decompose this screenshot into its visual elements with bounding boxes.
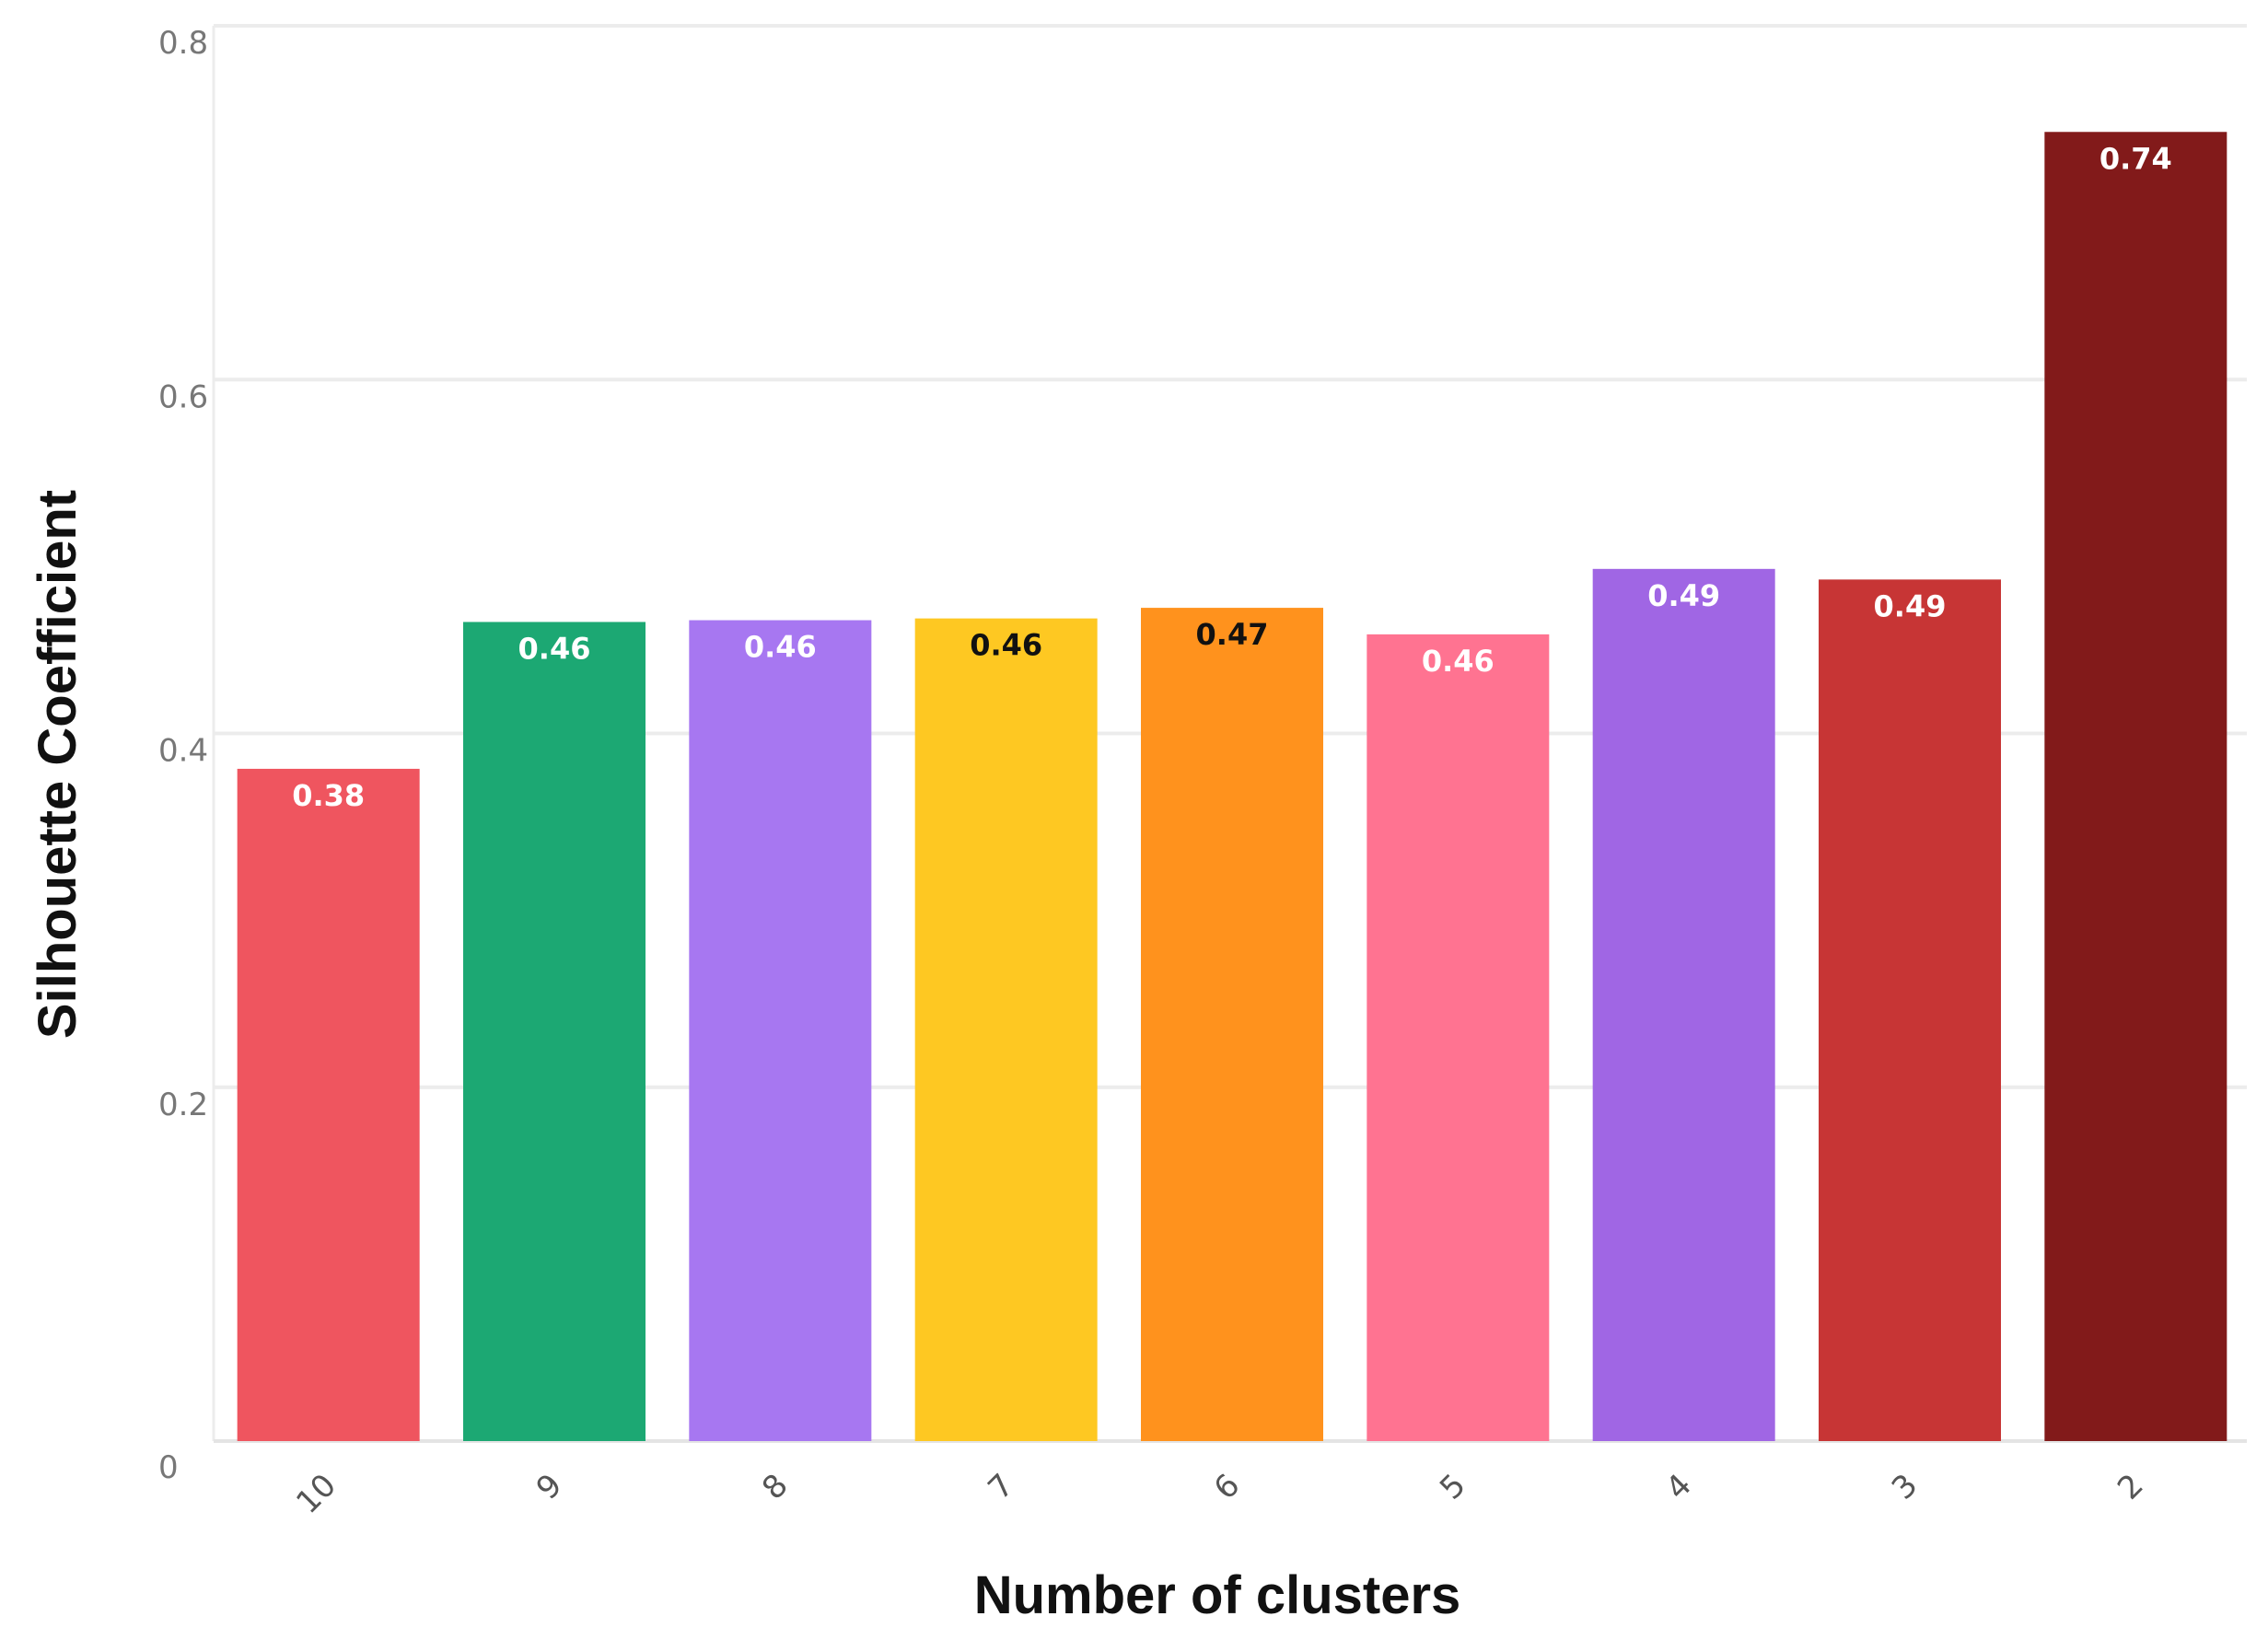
- bar: [463, 622, 646, 1441]
- bar-value-label: 0.46: [1422, 644, 1495, 679]
- bar-value-label: 0.46: [744, 630, 817, 665]
- data-labels: 0.38 0.46 0.46 0.46 0.47 0.46 0.49 0.49 0.74: [292, 141, 2172, 813]
- y-tick-label: 0.2: [158, 1087, 208, 1123]
- bar-value-label: 0.38: [292, 778, 365, 813]
- bar: [689, 620, 872, 1441]
- bar: [1141, 608, 1323, 1441]
- bar: [1367, 634, 1550, 1441]
- bar: [237, 768, 420, 1441]
- x-tick-label: 4: [1658, 1467, 1699, 1507]
- bar: [1819, 579, 2001, 1441]
- bar-value-label: 0.47: [1196, 617, 1269, 652]
- x-tick-label: 8: [755, 1467, 796, 1507]
- x-axis-ticks: 10 9 8 7 6 5 4 3 2: [289, 1467, 2151, 1521]
- y-tick-label: 0.6: [158, 378, 208, 415]
- x-tick-label: 2: [2111, 1467, 2151, 1507]
- x-tick-label: 9: [529, 1467, 570, 1507]
- x-tick-label: 7: [981, 1467, 1021, 1507]
- y-tick-label: 0.4: [158, 733, 208, 770]
- bar: [914, 618, 1098, 1441]
- y-axis-ticks: 0 0.2 0.4 0.6 0.8: [158, 25, 208, 1486]
- x-tick-label: 3: [1885, 1467, 1925, 1507]
- bar: [1592, 568, 1775, 1441]
- x-tick-label: 10: [289, 1467, 343, 1521]
- y-axis-title: Silhouette Coefficient: [28, 490, 87, 1039]
- bar-value-label: 0.74: [2099, 141, 2172, 176]
- x-tick-label: 5: [1433, 1467, 1473, 1507]
- bars: [237, 132, 2227, 1441]
- bar-value-label: 0.49: [1647, 578, 1720, 613]
- bar-value-label: 0.46: [970, 628, 1042, 663]
- y-tick-label: 0: [158, 1449, 179, 1486]
- x-axis-title: Number of clusters: [974, 1565, 1461, 1625]
- y-tick-label: 0.8: [158, 25, 208, 62]
- bar: [2044, 132, 2227, 1441]
- bar-value-label: 0.49: [1874, 588, 1947, 623]
- x-tick-label: 6: [1207, 1467, 1248, 1507]
- bar-value-label: 0.46: [518, 631, 591, 666]
